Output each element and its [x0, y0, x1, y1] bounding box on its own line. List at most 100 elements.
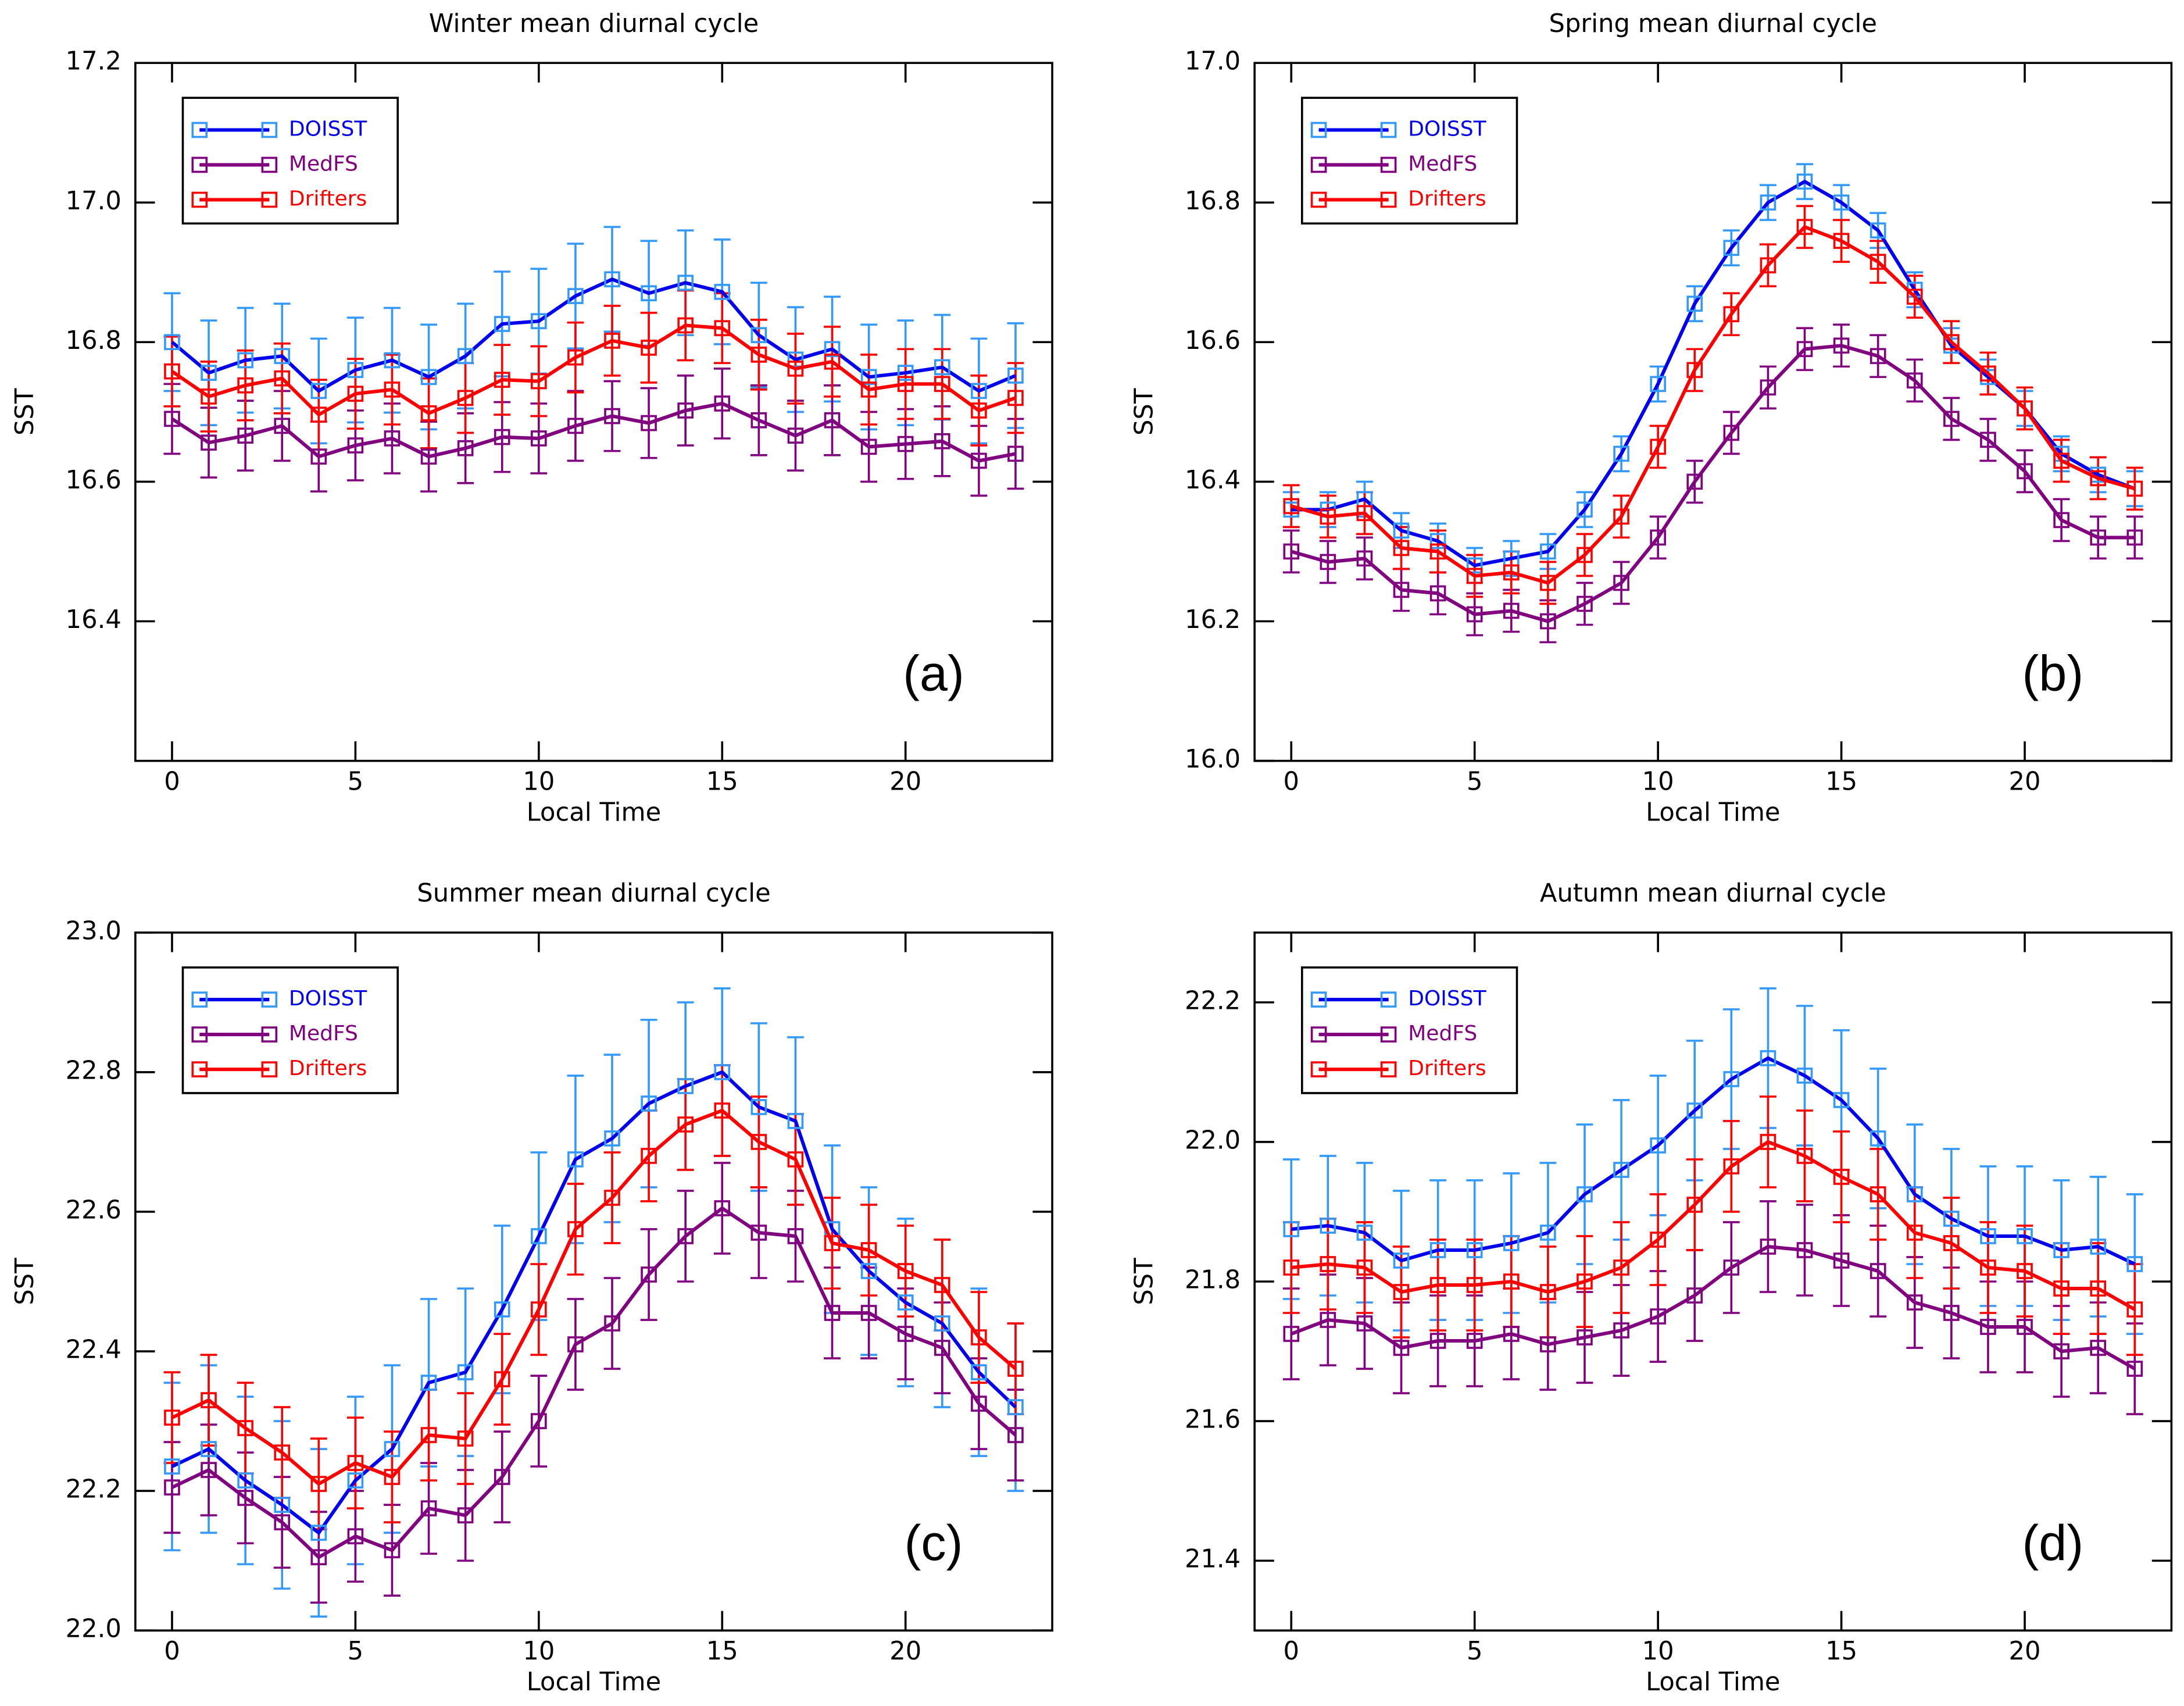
marker — [274, 1497, 291, 1513]
marker — [1393, 581, 1410, 598]
marker — [1906, 1186, 1923, 1202]
marker — [310, 406, 327, 423]
marker — [1007, 1361, 1024, 1377]
marker — [1943, 334, 1960, 351]
marker — [384, 381, 401, 398]
marker — [750, 1099, 767, 1115]
marker — [2053, 1242, 2069, 1258]
y-tick-label: 23.0 — [66, 916, 121, 945]
marker — [641, 1266, 657, 1283]
marker — [1796, 341, 1813, 358]
marker — [1980, 1259, 1996, 1276]
panel: Winter mean diurnal cycle Local Time SST (a… — [10, 9, 1053, 827]
marker — [1723, 424, 1740, 441]
marker — [604, 1130, 620, 1147]
marker — [714, 1064, 731, 1080]
marker — [1429, 543, 1446, 560]
marker — [1833, 233, 1850, 249]
marker — [1686, 362, 1703, 379]
marker — [420, 369, 437, 386]
marker — [1906, 372, 1923, 389]
marker — [1833, 1169, 1850, 1185]
marker — [1943, 1235, 1960, 1251]
x-axis-label: Local Time — [527, 798, 661, 827]
x-tick-label: 20 — [889, 1637, 921, 1666]
chart-title: Spring mean diurnal cycle — [1549, 9, 1877, 38]
panel: Autumn mean diurnal cycle Local Time SST (d… — [1129, 879, 2173, 1697]
marker — [347, 1528, 364, 1544]
y-tick-label: 22.4 — [66, 1336, 121, 1365]
marker — [1613, 1322, 1629, 1339]
marker — [971, 383, 987, 399]
y-tick-label: 21.6 — [1185, 1405, 1241, 1434]
marker — [1356, 505, 1373, 522]
marker — [1943, 1305, 1960, 1321]
marker — [1283, 1259, 1300, 1276]
legend-marker — [1310, 991, 1327, 1008]
marker — [1723, 1259, 1740, 1276]
marker — [824, 354, 841, 370]
series-line — [171, 277, 1017, 394]
marker — [2126, 480, 2143, 497]
y-tick-label: 16.0 — [1185, 745, 1241, 774]
marker — [347, 1472, 364, 1489]
y-tick-label: 16.8 — [1185, 187, 1241, 216]
marker — [274, 348, 291, 365]
marker — [860, 369, 877, 386]
marker — [677, 1116, 694, 1133]
legend-marker — [1310, 1061, 1327, 1077]
marker — [714, 1200, 731, 1216]
marker — [201, 1392, 217, 1408]
marker — [1833, 337, 1850, 354]
marker — [2017, 400, 2033, 417]
marker — [164, 1458, 180, 1475]
marker — [787, 351, 804, 368]
marker — [347, 386, 364, 402]
marker — [860, 1263, 877, 1279]
legend-marker — [261, 156, 278, 173]
marker — [1760, 257, 1776, 274]
marker — [1686, 1287, 1703, 1304]
marker — [274, 370, 291, 387]
legend-marker — [191, 156, 208, 173]
error-bar — [1007, 362, 1024, 434]
x-tick-label: 15 — [706, 767, 738, 796]
marker — [531, 1228, 547, 1244]
marker — [714, 284, 731, 300]
marker — [567, 417, 584, 434]
marker — [2090, 470, 2107, 487]
marker — [2126, 529, 2143, 546]
marker — [1393, 1252, 1410, 1269]
marker — [1503, 1326, 1520, 1342]
marker — [787, 427, 804, 444]
marker — [164, 411, 180, 427]
marker — [824, 1235, 841, 1251]
marker — [1577, 595, 1593, 612]
y-axis-label: SST — [10, 1258, 40, 1305]
marker — [237, 1472, 253, 1489]
marker — [897, 365, 914, 381]
x-axis-label: Local Time — [1646, 1668, 1780, 1697]
marker — [1686, 1197, 1703, 1213]
marker — [1613, 508, 1629, 525]
marker — [494, 316, 510, 332]
marker — [1429, 1333, 1446, 1349]
marker — [2017, 1228, 2033, 1244]
marker — [567, 1151, 584, 1168]
legend-box — [181, 966, 399, 1094]
marker — [274, 1514, 291, 1530]
marker — [1577, 1186, 1593, 1202]
marker — [201, 1441, 217, 1457]
x-tick-label: 10 — [1642, 1637, 1674, 1666]
marker — [641, 340, 657, 356]
legend-box — [1300, 966, 1518, 1094]
marker — [860, 438, 877, 455]
legend-label: Drifters — [289, 187, 367, 211]
marker — [1833, 194, 1850, 211]
marker — [1466, 568, 1483, 584]
marker — [750, 1134, 767, 1150]
marker — [750, 412, 767, 429]
marker — [824, 341, 841, 358]
y-axis-label: SST — [1129, 388, 1159, 436]
